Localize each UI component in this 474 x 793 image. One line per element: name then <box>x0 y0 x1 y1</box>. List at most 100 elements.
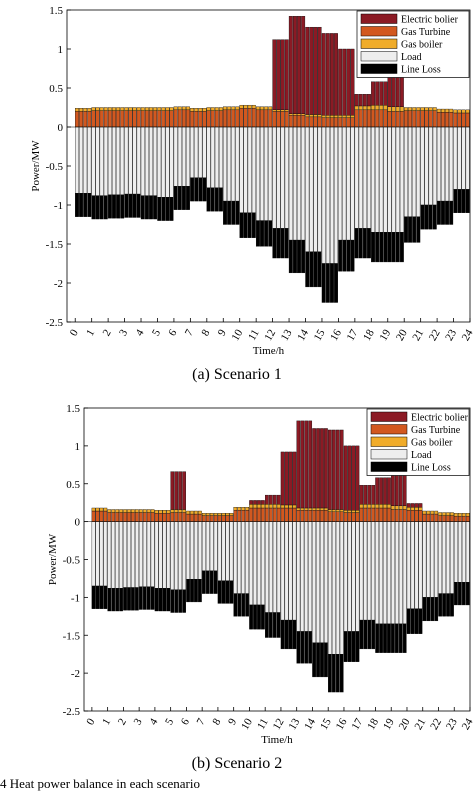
bar-gas-turbine <box>170 512 175 522</box>
bar-load <box>182 521 186 590</box>
bar-load <box>170 521 175 590</box>
bar-load <box>194 521 198 580</box>
bar-gas-boiler <box>255 106 260 111</box>
bar-gas-boiler <box>422 510 427 515</box>
bar-gas-boiler <box>358 105 363 111</box>
bar-gas-boiler <box>107 509 112 513</box>
bar-line-loss <box>426 597 431 622</box>
bar-gas-boiler <box>398 505 403 510</box>
bar-gas-turbine <box>280 111 285 128</box>
bar-line-loss <box>371 619 376 650</box>
bar-gas-turbine <box>292 115 297 128</box>
bar-gas-turbine <box>153 110 158 128</box>
bar-line-loss <box>453 189 458 213</box>
bar-line-loss <box>404 216 408 243</box>
bar-load <box>334 126 338 264</box>
legend-label: Line Loss <box>401 65 441 76</box>
bar-load <box>272 521 277 613</box>
bar-load <box>243 126 248 213</box>
x-axis-label: Time/h <box>261 734 293 746</box>
bar-line-loss <box>91 195 96 220</box>
bar-gas-boiler <box>408 107 413 111</box>
bar-gas-turbine <box>312 510 316 522</box>
bar-load <box>119 521 123 589</box>
bar-load <box>317 126 322 252</box>
bar-gas-turbine <box>223 109 227 128</box>
bar-gas-boiler <box>355 510 360 513</box>
bar-load <box>83 126 88 194</box>
bar-load <box>288 126 293 241</box>
bar-gas-boiler <box>253 504 257 509</box>
bar-line-loss <box>142 586 147 610</box>
bar-gas-boiler <box>354 105 359 111</box>
bar-gas-boiler <box>343 510 348 513</box>
bar-gas-boiler <box>334 115 338 118</box>
bar-load <box>174 521 179 590</box>
x-tick-label: 2 <box>116 717 129 728</box>
bar-line-loss <box>305 251 310 288</box>
bar-gas-boiler <box>194 108 199 112</box>
bar-line-loss <box>255 220 260 247</box>
bar-gas-turbine <box>131 512 135 522</box>
bar-line-loss <box>346 239 351 272</box>
bar-line-loss <box>284 619 289 650</box>
legend-swatch <box>360 13 398 24</box>
bar-load <box>449 126 454 202</box>
bar-load <box>272 126 277 229</box>
bar-line-loss <box>288 239 293 274</box>
bar-load <box>158 521 163 589</box>
bar-load <box>280 521 285 621</box>
x-tick-label: 6 <box>166 327 179 338</box>
bar-gas-boiler <box>75 108 79 112</box>
bar-gas-turbine <box>304 510 309 522</box>
bar-line-loss <box>150 586 155 610</box>
bar-load <box>367 521 372 621</box>
legend-swatch <box>360 63 398 74</box>
bar-gas-turbine <box>280 507 285 522</box>
bar-line-loss <box>206 187 211 212</box>
bar-load <box>177 126 182 187</box>
bar-gas-turbine <box>243 108 248 128</box>
bar-gas-turbine <box>181 109 186 128</box>
bar-gas-boiler <box>260 106 264 111</box>
x-tick-label: 18 <box>365 716 381 732</box>
bar-gas-boiler <box>214 107 219 111</box>
bar-load <box>288 521 293 621</box>
bar-line-loss <box>214 187 219 212</box>
bar-electric-bolier <box>406 503 411 508</box>
bar-gas-boiler <box>99 507 104 512</box>
bar-gas-turbine <box>225 515 230 522</box>
bar-load <box>154 521 159 589</box>
bar-line-loss <box>170 589 175 613</box>
bar-gas-boiler <box>379 504 383 509</box>
bar-gas-boiler <box>181 106 186 111</box>
bar-gas-boiler <box>375 104 380 111</box>
bar-gas-boiler <box>243 104 248 109</box>
bar-gas-turbine <box>320 510 324 522</box>
bar-gas-turbine <box>355 512 360 522</box>
bar-load <box>194 126 199 178</box>
bar-gas-boiler <box>297 113 301 116</box>
bar-gas-boiler <box>112 107 116 111</box>
bar-load <box>387 126 392 233</box>
bar-gas-boiler <box>209 513 214 516</box>
bar-electric-bolier <box>284 39 289 111</box>
bar-gas-boiler <box>394 505 399 510</box>
bar-line-loss <box>239 212 244 238</box>
bar-line-loss <box>158 588 163 612</box>
bar-gas-turbine <box>158 513 163 522</box>
bar-load <box>209 521 214 572</box>
bar-gas-boiler <box>198 108 203 112</box>
bar-gas-boiler <box>177 106 182 111</box>
bar-gas-turbine <box>198 513 202 522</box>
y-tick-label: 0 <box>58 122 64 134</box>
bar-gas-turbine <box>434 513 439 522</box>
bar-line-loss <box>408 216 413 243</box>
bar-load <box>320 521 324 643</box>
bar-gas-turbine <box>301 115 306 128</box>
bar-gas-boiler <box>276 109 281 112</box>
bar-gas-turbine <box>313 116 318 128</box>
bar-line-loss <box>334 263 338 303</box>
bar-line-loss <box>120 194 125 219</box>
